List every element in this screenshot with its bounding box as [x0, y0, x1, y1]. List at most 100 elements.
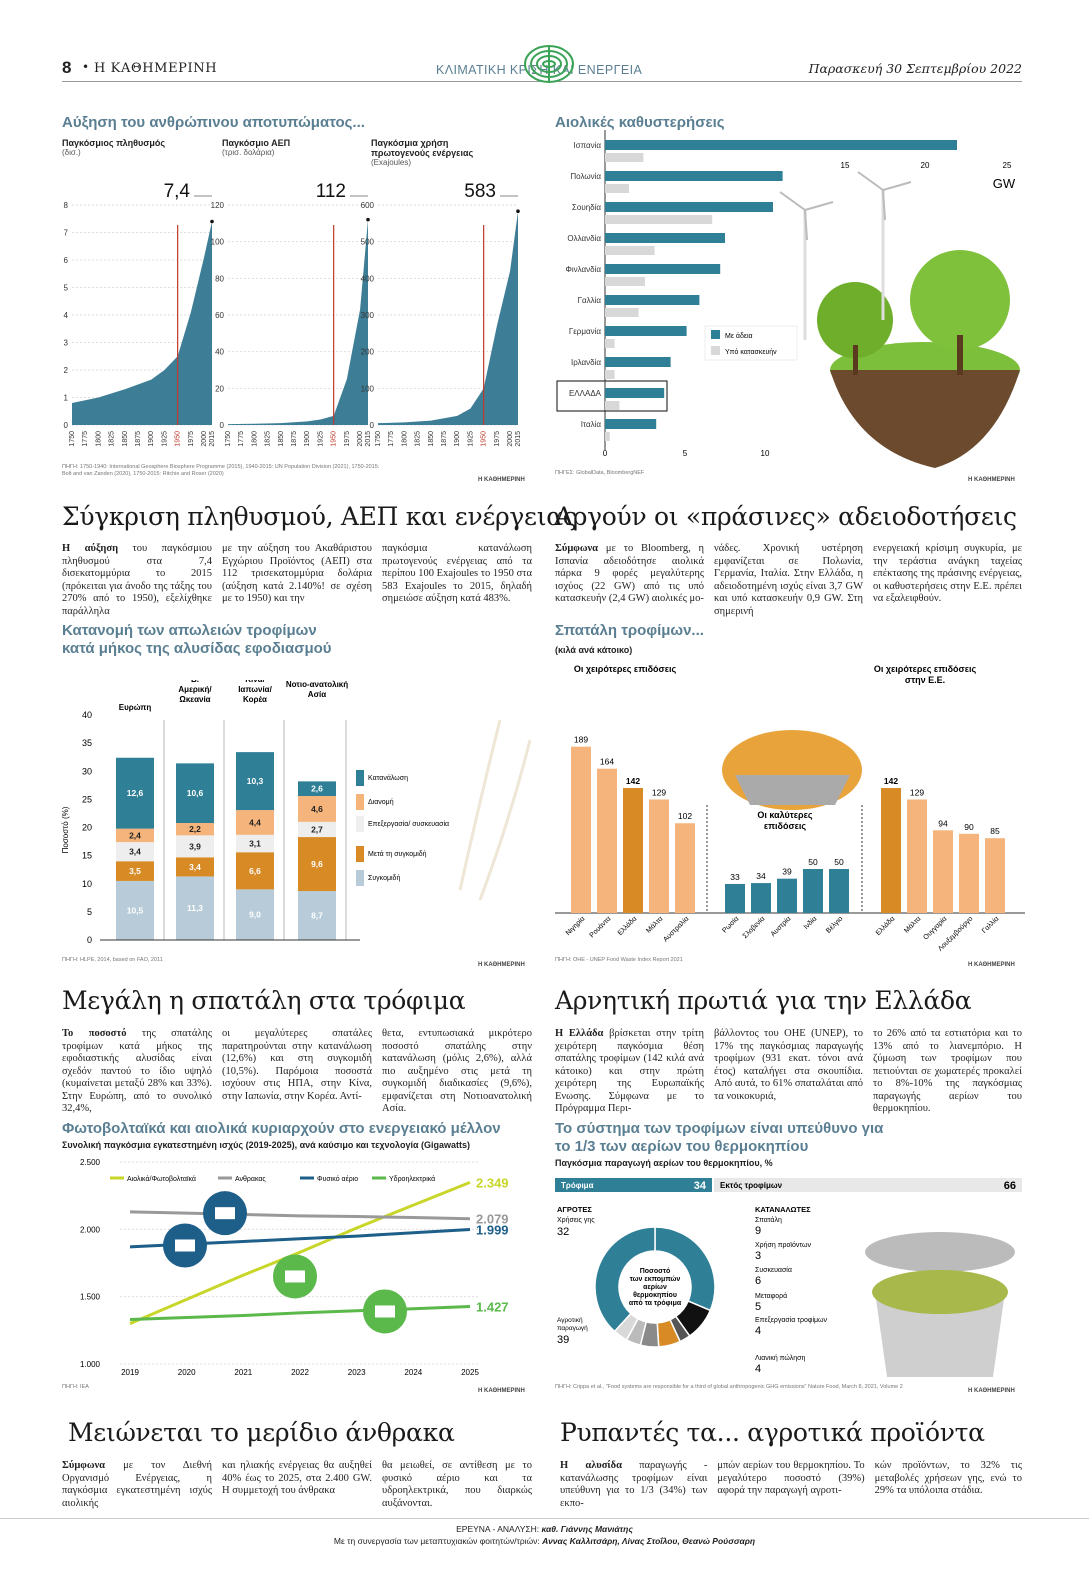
p4-bar-value: 129	[652, 787, 666, 797]
p3-ytick: 20	[82, 823, 92, 833]
p1-xtick: 1875	[441, 431, 448, 447]
p1-xtick: 1775	[82, 431, 89, 447]
panel3-source: ΠΗΓΗ: HLPE, 2014, based on FAO, 2011	[62, 957, 163, 963]
page-number: 8	[62, 58, 72, 77]
p2-col2: νάδες. Χρονική υστέρηση εμφανίζεται σε Π…	[714, 543, 863, 617]
p6-left-value: 32	[557, 1226, 569, 1238]
p6-right-label: Χρήση προϊόντων	[755, 1241, 811, 1249]
p1-ytick: 5	[64, 284, 69, 293]
p4-country-label: Ρουάντα	[588, 915, 613, 940]
p4-country-label: Ρωσία	[721, 915, 741, 935]
p1-c1-label: Παγκόσμιος πληθυσμός	[62, 138, 166, 148]
panel4-waste-chart: Οι χειρότερες επιδόσεις Οι χειρότερες επι…	[555, 664, 1025, 953]
p3-segment-label: 10,5	[127, 905, 144, 915]
p1-xtick: 2015	[365, 431, 372, 447]
p1-xtick: 2000	[357, 431, 364, 447]
p4-bar-value: 102	[678, 811, 692, 821]
p4-country-label: Ελλάδα	[616, 915, 638, 937]
p1-area	[378, 211, 518, 425]
p6-left-label: Αγροτική	[557, 1317, 583, 1324]
p6-right-label: Σπατάλη	[755, 1216, 782, 1224]
panel2-title: Αιολικές καθυστερήσεις	[555, 114, 725, 131]
panel4-body: Η Ελλάδα βρίσκεται στην τρίτη χειρότερη …	[555, 1028, 1022, 1116]
p4-bar	[649, 799, 669, 913]
p3-segment	[176, 763, 214, 823]
panel5-headline: Μειώνεται το μερίδιο άνθρακα	[68, 1418, 455, 1447]
footer-label1: ΕΡΕΥΝΑ - ΑΝΑΛΥΣΗ:	[456, 1524, 540, 1534]
p1-xtick: 1800	[401, 431, 408, 447]
p1-xtick: 1775	[388, 431, 395, 447]
panel6-source: ΠΗΓΗ: Crippa et al., "Food systems are r…	[555, 1384, 903, 1390]
p4-col1: βρίσκεται στην τρίτη χειρότερη παγκόσμια…	[555, 1028, 705, 1114]
p5-legend-label: Αιολικά/Φωτοβολταϊκά	[127, 1175, 196, 1183]
p2-bar-construction	[605, 246, 655, 255]
p4-bar	[725, 883, 745, 913]
p1-ytick: 0	[370, 421, 375, 430]
p3-category-label: Ευρώπη	[119, 703, 152, 712]
p3-legend-swatch	[356, 870, 364, 886]
p1-c2-label: Παγκόσμιο ΑΕΠ	[222, 138, 291, 148]
p1-col1: του παγκόσμιου πληθυσμού στα 7,4 δισεκατ…	[62, 543, 212, 617]
p1-c3-unit: (Exajoules)	[371, 158, 412, 167]
p5-series-line	[129, 1304, 471, 1322]
p5-icon-building	[215, 1207, 235, 1220]
p5-series-line	[129, 1180, 471, 1325]
p4-bar-value: 33	[730, 872, 740, 882]
p2-bar-licensed	[605, 264, 721, 274]
p1-xtick: 1825	[415, 431, 422, 447]
p3-segment-label: 9,6	[311, 859, 323, 869]
panel1-source: ΠΗΓΗ: 1750-1940: International Geosphere…	[62, 464, 380, 477]
panel5-source: ΠΗΓΗ: IEA	[62, 1384, 89, 1390]
p5-icon-building	[175, 1239, 195, 1252]
p4-bar-value: 34	[756, 871, 766, 881]
p1-xtick: 1925	[317, 431, 324, 447]
panel4-source: ΠΗΓΗ: ΟΗΕ - UNEP Food Waste Index Report…	[555, 957, 683, 963]
p4-best-label-1: Οι καλύτερες	[757, 810, 812, 820]
p1-area	[228, 219, 368, 425]
panel1-brand: Η ΚΑΘΗΜΕΡΙΝΗ	[478, 477, 525, 483]
p1-xtick: 1850	[122, 431, 129, 447]
panel6-body: Η αλυσίδα παραγωγής - κατανάλωσης τροφίμ…	[560, 1460, 1022, 1510]
panel1-chart-labels: Παγκόσμιος πληθυσμός (δισ.) Παγκόσμιο ΑΕΠ…	[62, 138, 532, 174]
p6-col2: μπών αερίων του θερμοκηπίου. Το μεγαλύτε…	[717, 1460, 865, 1496]
p4-bar	[881, 788, 901, 913]
p3-category-label: Αμερική/	[178, 685, 212, 694]
p3-segment	[116, 757, 154, 829]
p6-bar-other-label: Εκτός τροφίμων	[720, 1181, 783, 1190]
p4-country-label: Ινδία	[802, 915, 818, 931]
p1-xtick: 1800	[95, 431, 102, 447]
p5-end-label: 2.349	[476, 1175, 509, 1190]
p6-center-line: αερίων	[643, 1284, 667, 1291]
p2-bar-construction	[605, 432, 610, 441]
p6-col3: κών προϊόντων, το 32% τις μεταβολές χρήσ…	[874, 1460, 1022, 1496]
p1-xtick: 1750	[69, 431, 76, 447]
p3-segment-label: 3,4	[189, 862, 201, 872]
p4-country-label: Ουγγαρία	[922, 915, 949, 942]
p2-country-label: Ισπανία	[573, 141, 601, 150]
p1-xtick: 1825	[265, 431, 272, 447]
p2-xtick: 25	[1003, 161, 1012, 170]
p3-ytick: 0	[87, 935, 92, 945]
panel4-headline: Αρνητική πρωτιά για την Ελλάδα	[555, 986, 972, 1015]
p1-ytick: 60	[215, 311, 224, 320]
p4-country-label: Αυστρία	[769, 915, 792, 938]
p3-ytick: 5	[87, 907, 92, 917]
basket	[735, 775, 850, 805]
p4-country-label: Αυστραλία	[662, 915, 691, 944]
p3-segment	[236, 889, 274, 940]
panel3-brand: Η ΚΑΘΗΜΕΡΙΝΗ	[478, 962, 525, 968]
p3-segment	[116, 828, 154, 843]
p5-ytick: 2.500	[80, 1158, 101, 1167]
p3-segment	[298, 837, 336, 892]
p4-country-label: Γαλλία	[980, 915, 1000, 935]
panel5-brand: Η ΚΑΘΗΜΕΡΙΝΗ	[478, 1388, 525, 1394]
p1-ytick: 500	[361, 238, 375, 247]
wheat-stalk	[458, 719, 502, 891]
p1-ytick: 3	[64, 339, 69, 348]
p2-bar-construction	[605, 184, 629, 193]
p5-lead: Σύμφωνα	[62, 1460, 106, 1471]
p4-bar-value: 142	[884, 776, 898, 786]
p1-ytick: 1	[64, 394, 69, 403]
p3-segment-label: 12,6	[127, 788, 144, 798]
p1-ytick: 600	[361, 201, 375, 210]
